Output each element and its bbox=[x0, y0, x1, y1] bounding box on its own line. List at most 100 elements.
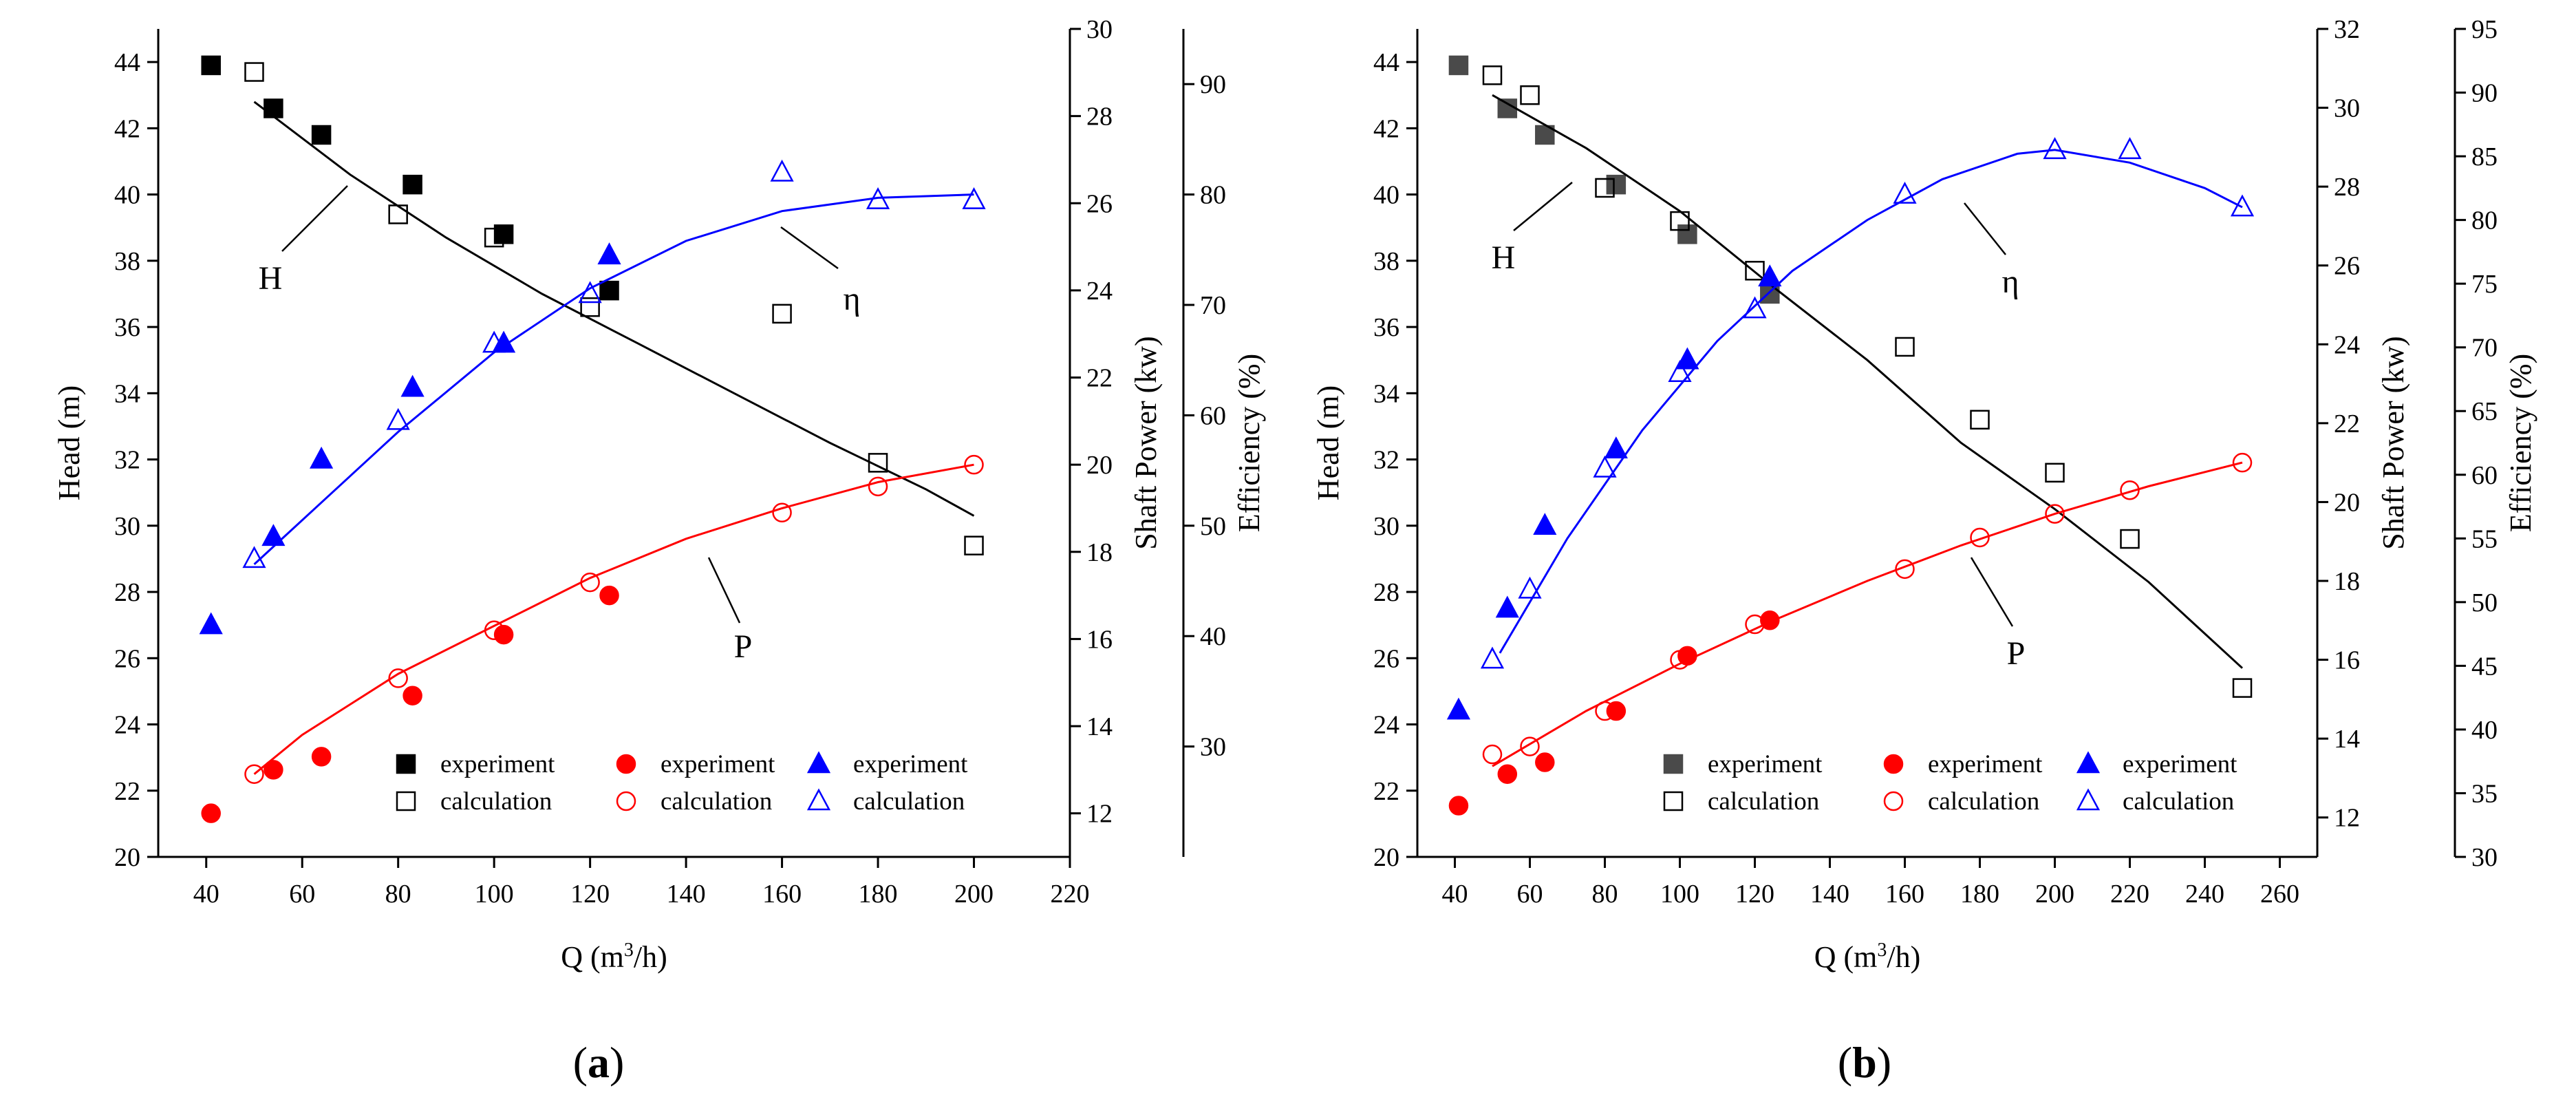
legend-eff-text: calculation bbox=[2123, 787, 2234, 816]
power-tick-label: 14 bbox=[2334, 725, 2360, 754]
head-tick-label: 26 bbox=[114, 644, 140, 673]
head-square-open-point bbox=[580, 297, 600, 317]
head-axis-title: Head (m) bbox=[1311, 385, 1345, 500]
x-tick-label: 80 bbox=[1592, 880, 1618, 909]
eff-triangle-filled-point bbox=[1495, 595, 1519, 618]
eff-triangle-filled-point bbox=[1758, 264, 1782, 287]
legend-power-marker bbox=[1883, 754, 1904, 774]
head-curve-label: H bbox=[259, 260, 283, 297]
x-axis-title: Q (m3/h) bbox=[561, 939, 667, 974]
legend-eff-marker bbox=[806, 751, 831, 774]
x-tick-label: 160 bbox=[762, 880, 802, 909]
legend-eff-marker bbox=[806, 788, 831, 811]
legend-head-marker bbox=[1663, 791, 1684, 811]
efficiency-tick-label: 80 bbox=[1200, 181, 1226, 210]
legend-power-text: calculation bbox=[661, 787, 772, 816]
eff-fit-curve bbox=[1499, 149, 2243, 654]
eff-triangle-open-point bbox=[386, 407, 410, 430]
legend-power-text: calculation bbox=[1928, 787, 2039, 816]
x-tick-label: 200 bbox=[2035, 880, 2074, 909]
head-curve-label: H bbox=[1492, 240, 1516, 276]
legend-eff-text: calculation bbox=[853, 787, 965, 816]
eff-curve-label: η bbox=[2001, 264, 2019, 300]
x-tick-label: 180 bbox=[859, 880, 898, 909]
power-tick-label: 30 bbox=[2334, 94, 2360, 123]
efficiency-tick-label: 50 bbox=[2471, 588, 2498, 617]
power-tick-label: 16 bbox=[1086, 625, 1113, 654]
power-tick-label: 28 bbox=[1086, 103, 1113, 131]
x-tick-label: 40 bbox=[1442, 880, 1468, 909]
eff-triangle-filled-point bbox=[310, 446, 334, 469]
efficiency-tick-label: 65 bbox=[2471, 397, 2498, 426]
eff-triangle-filled-point bbox=[597, 242, 621, 265]
power-circle-filled-point bbox=[599, 585, 619, 606]
eff-triangle-filled-point bbox=[1604, 436, 1628, 459]
x-axis-title: Q (m3/h) bbox=[1814, 939, 1921, 974]
x-tick-label: 260 bbox=[2260, 880, 2299, 909]
eff-triangle-open-point bbox=[1593, 455, 1617, 478]
power-tick-label: 20 bbox=[2334, 488, 2360, 517]
efficiency-tick-label: 95 bbox=[2471, 15, 2498, 44]
head-square-filled-point bbox=[1760, 284, 1780, 304]
head-tick-label: 28 bbox=[114, 578, 140, 607]
head-tick-label: 40 bbox=[114, 181, 140, 210]
power-tick-label: 24 bbox=[1086, 277, 1113, 306]
x-tick-label: 60 bbox=[289, 880, 315, 909]
power-tick-label: 18 bbox=[1086, 538, 1113, 567]
power-circle-filled-point bbox=[1448, 796, 1469, 816]
eff-triangle-filled-point bbox=[199, 612, 223, 635]
legend-eff-text: experiment bbox=[2123, 750, 2237, 778]
head-fit-curve bbox=[253, 100, 975, 517]
eff-triangle-open-point bbox=[1743, 296, 1767, 319]
x-tick-label: 60 bbox=[1517, 880, 1543, 909]
efficiency-axis-title: Efficiency (%) bbox=[1232, 354, 1266, 532]
legend-head-marker bbox=[396, 791, 416, 811]
efficiency-tick-label: 30 bbox=[1200, 733, 1226, 762]
eff-triangle-open-point bbox=[770, 159, 794, 182]
eff-leader-line bbox=[1964, 202, 2006, 255]
eff-triangle-filled-point bbox=[261, 524, 286, 546]
eff-triangle-filled-point bbox=[1675, 347, 1699, 370]
head-tick-label: 20 bbox=[114, 843, 140, 872]
head-tick-label: 26 bbox=[1373, 644, 1399, 673]
panel-b-label: (b) bbox=[1838, 1038, 1891, 1087]
efficiency-tick-label: 45 bbox=[2471, 652, 2498, 681]
efficiency-tick-label: 55 bbox=[2471, 524, 2498, 553]
power-circle-filled-point bbox=[311, 747, 332, 767]
head-tick-label: 40 bbox=[1373, 181, 1399, 210]
power-circle-filled-point bbox=[493, 624, 514, 645]
power-tick-label: 16 bbox=[2334, 646, 2360, 675]
head-square-filled-point bbox=[599, 280, 619, 301]
head-square-open-point bbox=[388, 204, 408, 224]
panel-b-chart: 40 60 80 100 120 140 160 180 200 220 240 260 Q (m3/h… bbox=[1311, 15, 2537, 974]
power-leader-line bbox=[1970, 557, 2014, 627]
eff-leader-line bbox=[780, 226, 839, 270]
eff-triangle-open-point bbox=[1893, 181, 1917, 204]
power-curve-label: P bbox=[734, 628, 753, 665]
x-tick-label: 100 bbox=[1660, 880, 1699, 909]
power-fit-curve bbox=[253, 463, 974, 775]
power-circle-filled-point bbox=[402, 686, 422, 705]
head-fit-curve bbox=[1492, 94, 2244, 669]
eff-triangle-open-point bbox=[962, 187, 986, 209]
legend-head-marker bbox=[396, 754, 416, 774]
power-circle-open-point bbox=[2232, 452, 2253, 473]
efficiency-tick-label: 40 bbox=[2471, 716, 2498, 745]
head-tick-label: 22 bbox=[114, 777, 140, 806]
head-square-open-point bbox=[1970, 410, 1990, 430]
power-tick-label: 18 bbox=[2334, 567, 2360, 596]
eff-triangle-open-point bbox=[1518, 576, 1542, 599]
x-tick-label: 140 bbox=[667, 880, 706, 909]
efficiency-tick-label: 30 bbox=[2471, 843, 2498, 872]
head-axis-title: Head (m) bbox=[52, 385, 86, 500]
power-circle-open-point bbox=[964, 454, 984, 475]
head-square-filled-point bbox=[1677, 224, 1697, 244]
power-fit-curve bbox=[1492, 461, 2243, 767]
head-square-filled-point bbox=[311, 125, 332, 145]
power-tick-label: 26 bbox=[1086, 189, 1113, 218]
eff-triangle-open-point bbox=[2230, 194, 2255, 217]
power-tick-label: 32 bbox=[2334, 15, 2360, 44]
power-circle-open-point bbox=[868, 476, 888, 497]
head-square-open-point bbox=[2045, 463, 2065, 483]
x-tick-label: 240 bbox=[2185, 880, 2224, 909]
